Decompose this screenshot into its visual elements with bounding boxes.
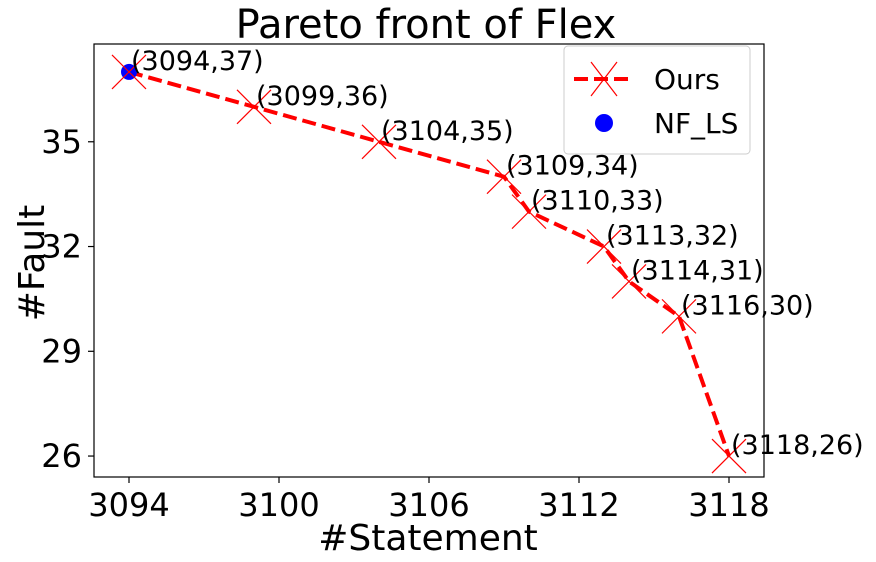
series-ours-marker bbox=[486, 159, 522, 195]
data-point-label: (3116,30) bbox=[681, 290, 814, 321]
y-axis-label: #Fault bbox=[12, 205, 53, 322]
x-axis-label: #Statement bbox=[318, 518, 538, 559]
plot-area: (3094,37) (3099,36) (3104,35) (3109,34) (311… bbox=[111, 46, 864, 474]
legend-ours-label: Ours bbox=[654, 63, 720, 96]
series-ours-marker bbox=[611, 264, 647, 299]
data-point-label: (3094,37) bbox=[131, 46, 264, 77]
legend-ours-marker bbox=[590, 61, 618, 97]
data-point-label: (3113,32) bbox=[606, 221, 739, 252]
y-tick-label: 32 bbox=[41, 228, 82, 266]
data-point-label: (3114,31) bbox=[631, 255, 764, 286]
x-tick-label: 3118 bbox=[688, 486, 769, 524]
series-ours-marker bbox=[511, 194, 547, 230]
series-ours-marker bbox=[586, 229, 622, 264]
x-axis-ticks: 3094 3100 3106 3112 3118 bbox=[88, 477, 770, 524]
x-tick-label: 3106 bbox=[388, 486, 469, 524]
series-ours-marker bbox=[661, 298, 697, 334]
y-axis-ticks: 26 29 32 35 bbox=[41, 123, 94, 475]
x-tick-label: 3094 bbox=[88, 486, 169, 524]
series-ours-marker bbox=[111, 54, 147, 90]
data-point-label: (3104,35) bbox=[381, 116, 514, 147]
chart-title: Pareto front of Flex bbox=[236, 2, 617, 48]
legend: Ours NF_LS bbox=[563, 45, 751, 155]
legend-nfls-marker bbox=[595, 114, 613, 132]
data-point-label: (3118,26) bbox=[731, 430, 864, 461]
x-tick-label: 3112 bbox=[538, 486, 619, 524]
x-tick-label: 3100 bbox=[238, 486, 319, 524]
y-tick-label: 29 bbox=[41, 332, 82, 370]
legend-nfls-label: NF_LS bbox=[654, 107, 738, 140]
data-point-label: (3099,36) bbox=[256, 81, 389, 112]
y-tick-label: 26 bbox=[41, 437, 82, 475]
data-point-label: (3110,33) bbox=[531, 186, 664, 217]
series-ours-marker bbox=[711, 438, 747, 474]
data-point-label: (3109,34) bbox=[506, 151, 639, 182]
y-tick-label: 35 bbox=[41, 123, 82, 161]
series-ours-marker bbox=[361, 124, 397, 160]
series-ours-marker bbox=[236, 89, 272, 125]
